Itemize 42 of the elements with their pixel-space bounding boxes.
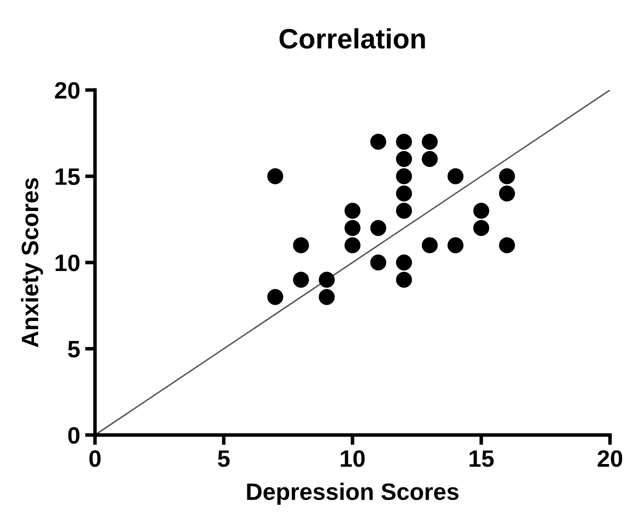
x-tick-label: 0 bbox=[89, 450, 101, 467]
point bbox=[396, 151, 412, 167]
point bbox=[370, 134, 386, 150]
point bbox=[293, 272, 309, 288]
y-tick-label: 10 bbox=[56, 254, 80, 272]
point bbox=[422, 237, 438, 254]
point bbox=[396, 168, 412, 184]
point bbox=[422, 134, 438, 150]
point bbox=[396, 134, 412, 150]
x-axis-title: Depression Scores bbox=[247, 482, 458, 505]
point bbox=[396, 186, 412, 202]
point bbox=[344, 237, 360, 254]
point bbox=[293, 237, 309, 254]
point bbox=[499, 186, 515, 202]
y-axis-title: Anxiety Scores bbox=[21, 178, 44, 348]
point bbox=[344, 202, 360, 219]
point bbox=[448, 237, 464, 254]
point bbox=[499, 237, 515, 254]
point bbox=[396, 254, 412, 270]
point bbox=[370, 254, 386, 270]
point bbox=[422, 151, 438, 167]
x-tick-label: 10 bbox=[340, 450, 365, 467]
point bbox=[267, 168, 284, 184]
point bbox=[499, 168, 515, 184]
point bbox=[396, 272, 412, 288]
y-tick-label: 15 bbox=[56, 168, 80, 186]
point bbox=[318, 289, 335, 305]
point bbox=[267, 289, 284, 305]
chart-title: Correlation bbox=[280, 28, 425, 49]
point bbox=[396, 202, 412, 219]
point bbox=[344, 220, 360, 236]
y-tick-label: 0 bbox=[68, 427, 80, 444]
point bbox=[318, 272, 335, 288]
x-tick-label: 5 bbox=[218, 450, 230, 467]
x-tick-label: 15 bbox=[470, 450, 494, 467]
point bbox=[473, 220, 490, 236]
point bbox=[448, 168, 464, 184]
y-tick-label: 20 bbox=[54, 82, 80, 99]
point bbox=[473, 202, 490, 219]
x-tick-label: 20 bbox=[598, 450, 622, 467]
y-tick-label: 5 bbox=[68, 341, 80, 358]
point bbox=[370, 220, 386, 236]
